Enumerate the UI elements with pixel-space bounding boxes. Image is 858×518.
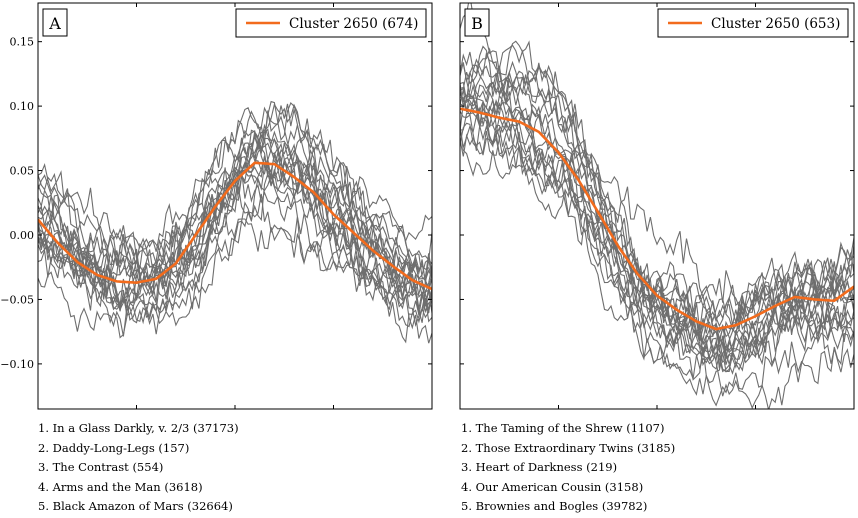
series-lines xyxy=(460,3,854,409)
book-trajectory xyxy=(460,106,854,337)
book-item: 4. Arms and the Man (3618) xyxy=(38,479,203,494)
book-list-b: 1. The Taming of the Shrew (1107) 2. Tho… xyxy=(461,419,675,517)
panel-b: B Cluster 2650 (653) xyxy=(459,2,855,410)
y-tick-label: 0.05 xyxy=(10,165,35,178)
book-item: 3. Heart of Darkness (219) xyxy=(461,460,618,475)
book-trajectory xyxy=(38,166,432,344)
book-trajectory xyxy=(460,131,854,369)
book-trajectory xyxy=(460,64,854,375)
book-trajectory xyxy=(38,103,432,319)
book-trajectory xyxy=(38,137,432,335)
book-item: 1. In a Glass Darkly, v. 2/3 (37173) xyxy=(38,421,239,435)
book-trajectory xyxy=(460,62,854,409)
book-trajectory xyxy=(38,149,432,304)
book-trajectory xyxy=(460,101,854,322)
book-trajectory xyxy=(460,99,854,384)
legend-label: Cluster 2650 (674) xyxy=(289,16,418,32)
book-trajectory xyxy=(38,102,432,292)
plot-frame xyxy=(459,2,855,410)
book-item: 2. Daddy-Long-Legs (157) xyxy=(38,440,190,455)
y-tick-label: 0.00 xyxy=(10,229,35,242)
book-trajectory xyxy=(38,106,432,312)
book-trajectory xyxy=(460,83,854,328)
book-trajectory xyxy=(460,45,854,359)
panel-a: −0.10 −0.05 0.00 0.05 0.10 0.15 A Cluster 2650 … xyxy=(0,2,433,410)
book-trajectory xyxy=(38,216,432,328)
book-trajectory xyxy=(460,89,854,407)
panel-label: A xyxy=(48,14,61,33)
panel-label: B xyxy=(471,14,483,33)
book-trajectory xyxy=(38,123,432,286)
book-item: 3. The Contrast (554) xyxy=(38,460,164,475)
book-item: 4. Our American Cousin (3158) xyxy=(461,479,644,494)
book-list-a: 1. In a Glass Darkly, v. 2/3 (37173) 2. … xyxy=(38,419,239,517)
legend-label: Cluster 2650 (653) xyxy=(711,16,840,32)
y-tick-label: −0.05 xyxy=(0,293,34,306)
panel-label-box xyxy=(42,8,68,37)
panel-label-box xyxy=(464,8,490,37)
book-item: 1. The Taming of the Shrew (1107) xyxy=(461,421,665,435)
book-item: 5. Brownies and Bogles (39782) xyxy=(461,499,648,514)
cluster-line xyxy=(460,107,854,331)
book-item: 2. Those Extraordinary Twins (3185) xyxy=(461,440,676,455)
y-tick-label: 0.15 xyxy=(10,36,35,49)
y-tick-label: 0.10 xyxy=(10,100,35,113)
book-item: 5. Black Amazon of Mars (32664) xyxy=(38,499,233,514)
series-lines xyxy=(38,100,432,344)
y-tick-label: −0.10 xyxy=(0,358,34,371)
plot-frame xyxy=(37,2,433,410)
book-trajectory xyxy=(460,126,854,338)
cluster-line xyxy=(38,161,432,291)
